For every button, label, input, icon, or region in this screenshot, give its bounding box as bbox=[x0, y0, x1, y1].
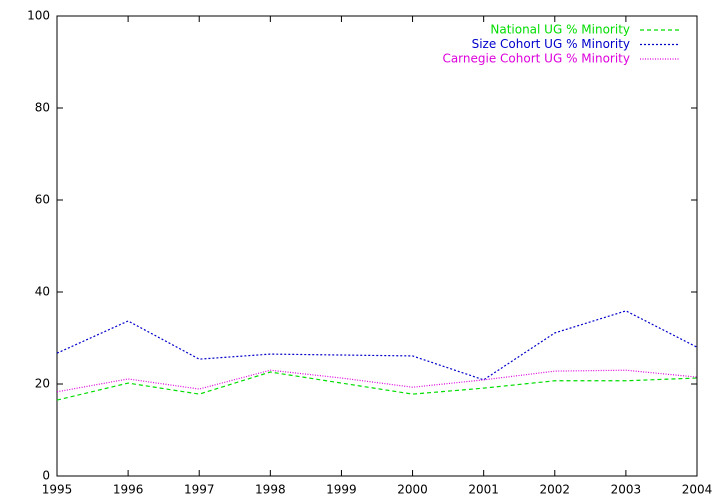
y-tick-label: 80 bbox=[35, 101, 50, 115]
legend-label: Carnegie Cohort UG % Minority bbox=[442, 52, 630, 66]
y-tick-label: 60 bbox=[35, 193, 50, 207]
x-tick-label: 2002 bbox=[540, 483, 571, 497]
legend-label: Size Cohort UG % Minority bbox=[472, 37, 630, 51]
x-tick-label: 2003 bbox=[611, 483, 642, 497]
x-tick-label: 1998 bbox=[255, 483, 286, 497]
y-tick-label: 20 bbox=[35, 377, 50, 391]
x-tick-label: 1995 bbox=[42, 483, 73, 497]
x-tick-label: 2004 bbox=[682, 483, 713, 497]
x-tick-label: 2001 bbox=[468, 483, 499, 497]
legend-label: National UG % Minority bbox=[490, 23, 630, 37]
x-tick-label: 1996 bbox=[113, 483, 144, 497]
series-line bbox=[56, 310, 698, 381]
plot-frame bbox=[56, 15, 698, 477]
y-tick-label: 100 bbox=[27, 9, 50, 23]
series-line bbox=[56, 369, 698, 393]
y-tick-label: 40 bbox=[35, 285, 50, 299]
series-line bbox=[56, 371, 698, 401]
y-tick-label: 0 bbox=[42, 469, 50, 483]
x-tick-label: 1997 bbox=[184, 483, 215, 497]
x-tick-label: 1999 bbox=[326, 483, 357, 497]
x-tick-label: 2000 bbox=[397, 483, 428, 497]
